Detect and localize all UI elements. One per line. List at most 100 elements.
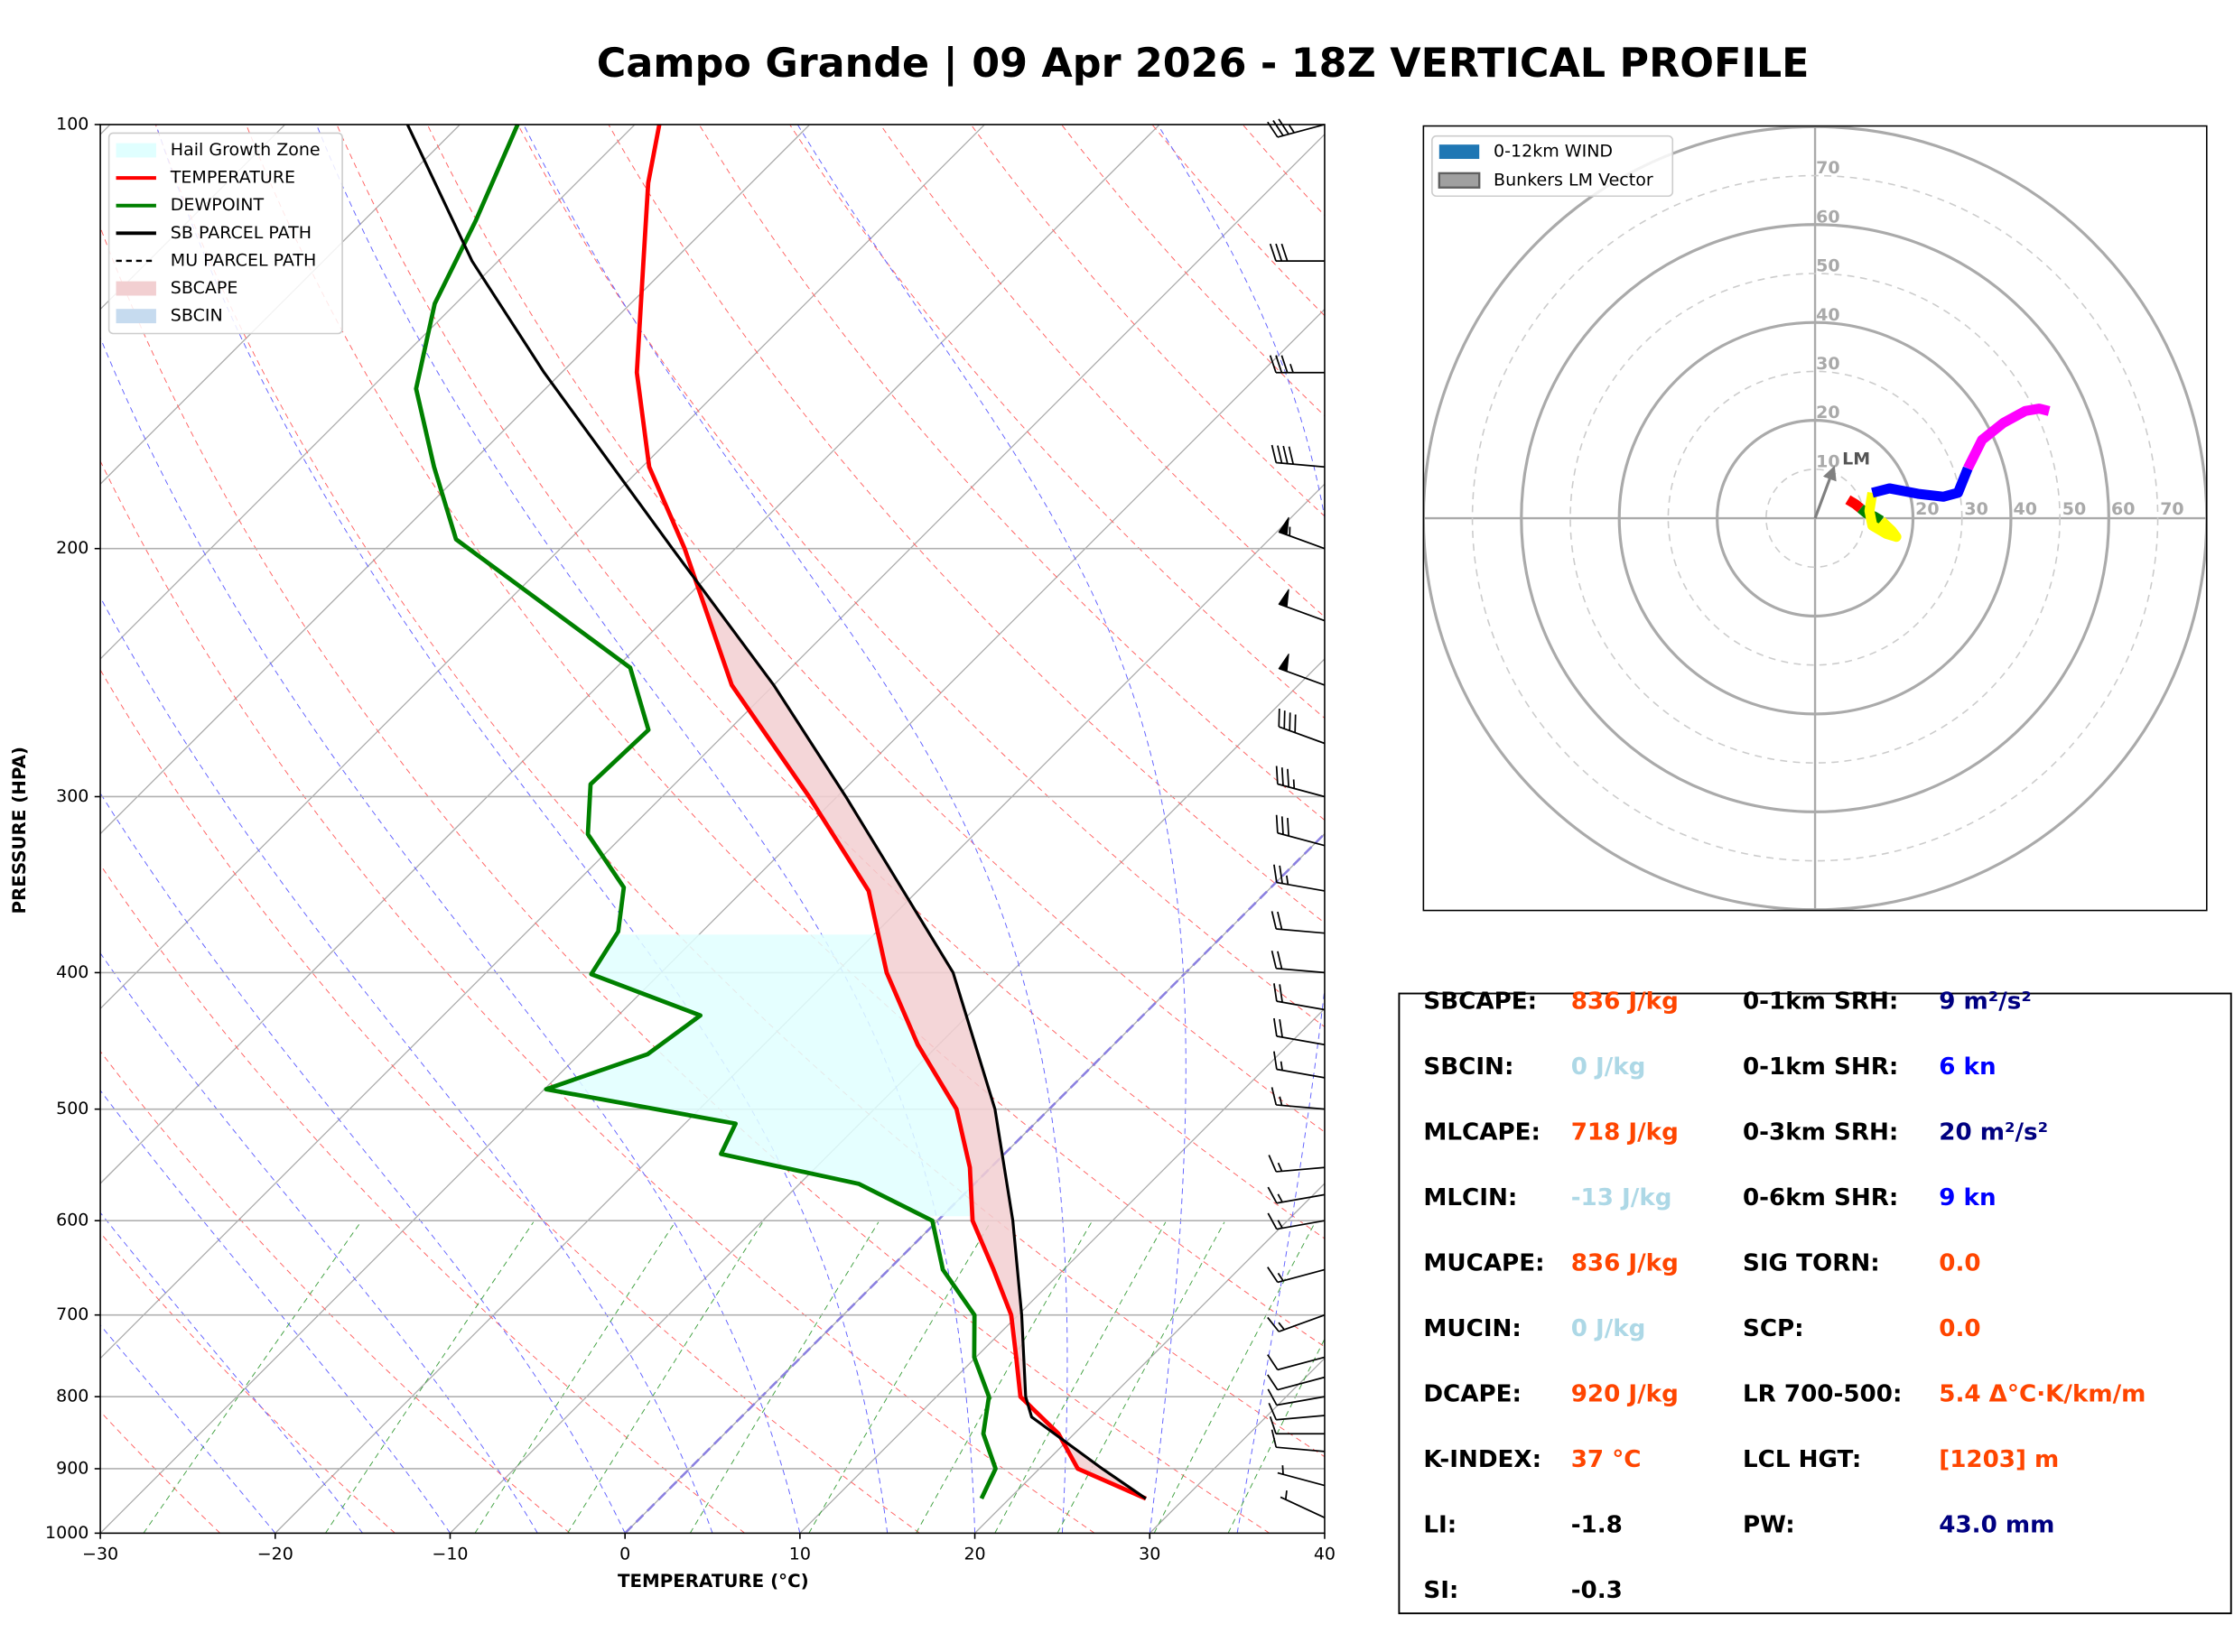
mixing-ratio-line — [1153, 1221, 1316, 1534]
barb-staff — [1275, 766, 1326, 798]
barb-staff — [1267, 1313, 1326, 1332]
barb-staff — [1271, 911, 1326, 934]
wind-barb — [1273, 983, 1326, 1011]
moist-adiabat — [1157, 124, 1325, 1534]
x-tick-label: 20 — [963, 1545, 985, 1564]
legend-swatch — [116, 309, 156, 324]
dry-adiabat — [246, 124, 1325, 1348]
ring-label: 60 — [1816, 207, 1839, 227]
hodograph-trace — [1864, 491, 1902, 543]
isotherm — [100, 308, 1325, 1534]
wind-barb — [1267, 1186, 1326, 1204]
x-tick-label: −30 — [82, 1545, 118, 1564]
dry-adiabat — [100, 669, 920, 1534]
mixing-ratio-line — [474, 1221, 676, 1534]
index-value: 0 J/kg — [1571, 1315, 1646, 1342]
x-axis-label: TEMPERATURE (°C) — [618, 1571, 809, 1592]
index-label: SIG TORN: — [1743, 1249, 1880, 1276]
isotherm — [100, 124, 985, 1010]
y-tick-label: 500 — [56, 1099, 88, 1118]
index-label: 0-6km SHR: — [1743, 1184, 1898, 1211]
index-value: -1.8 — [1571, 1511, 1623, 1538]
index-value: 718 J/kg — [1571, 1118, 1679, 1146]
dry-adiabat — [970, 124, 1325, 517]
ring-label: 50 — [1816, 256, 1839, 276]
moist-adiabat — [796, 124, 1187, 1534]
index-label: MUCIN: — [1423, 1315, 1522, 1342]
ring-label: 10 — [1816, 451, 1839, 471]
isotherm — [100, 133, 1325, 1360]
isotherm — [100, 124, 461, 486]
y-tick-label: 900 — [56, 1458, 88, 1478]
dry-adiabat — [608, 124, 1325, 924]
mixing-ratio-line — [1056, 1221, 1225, 1534]
legend-label: MU PARCEL PATH — [171, 250, 317, 270]
ring — [1667, 370, 1963, 666]
ring-label: 30 — [1816, 354, 1839, 374]
index-value: [1203] m — [1939, 1446, 2059, 1473]
y-tick-label: 200 — [56, 538, 88, 558]
x-tick-label: 40 — [1314, 1545, 1336, 1564]
mixing-ratio-line — [324, 1221, 535, 1534]
legend-swatch — [1438, 172, 1481, 189]
ring-label: 60 — [2111, 499, 2135, 519]
legend-label: Hail Growth Zone — [171, 140, 321, 160]
barb-staff — [1268, 1155, 1326, 1173]
wind-barb — [1278, 516, 1326, 550]
y-tick-label: 100 — [56, 114, 88, 134]
index-value: 37 °C — [1571, 1446, 1642, 1473]
barb-staff — [1267, 1267, 1326, 1284]
ring-label: 20 — [1816, 403, 1839, 422]
freezing-isotherm — [624, 831, 1325, 1534]
mixing-ratio-line — [689, 1221, 880, 1534]
barb-staff — [1273, 864, 1326, 892]
x-tick-label: 0 — [619, 1545, 630, 1564]
x-tick-label: 10 — [789, 1545, 811, 1564]
cape-area — [696, 582, 1027, 1398]
ring-label: 40 — [1816, 305, 1839, 325]
ring-label: 20 — [1915, 499, 1939, 519]
index-value: 5.4 Δ°C·K/km/m — [1939, 1380, 2146, 1407]
index-label: SBCAPE: — [1423, 988, 1537, 1016]
mixing-ratio-line — [567, 1221, 764, 1534]
barb-staff — [1273, 983, 1326, 1011]
dry-adiabat — [880, 124, 1325, 617]
wind-barb — [1273, 1051, 1326, 1079]
barb-staff — [1273, 1017, 1326, 1046]
profile-line — [406, 124, 1147, 1500]
index-value: 20 m²/s² — [1939, 1118, 2048, 1146]
legend-label: DEWPOINT — [171, 195, 265, 215]
plot-frame — [1422, 125, 2208, 912]
bunkers-vector — [1813, 465, 1837, 519]
index-label: LCL HGT: — [1743, 1446, 1861, 1473]
wind-barb — [1275, 814, 1326, 847]
y-tick-label: 600 — [56, 1211, 88, 1230]
legend-swatch — [116, 281, 156, 296]
legend-box — [1431, 135, 1674, 198]
wind-barb — [1267, 1354, 1326, 1371]
mixing-ratio-line — [143, 1221, 361, 1534]
index-label: SI: — [1423, 1577, 1458, 1604]
ring — [1471, 174, 2159, 862]
dry-adiabat — [100, 1231, 396, 1534]
wind-barb — [1271, 911, 1326, 934]
x-tick-label: −10 — [432, 1545, 468, 1564]
ring-label: 50 — [2062, 499, 2086, 519]
wind-barb — [1280, 1490, 1326, 1519]
wind-barb — [1268, 1155, 1326, 1173]
dry-adiabat — [517, 124, 1325, 1028]
wind-barb — [1278, 653, 1326, 686]
x-tick-label: −20 — [257, 1545, 293, 1564]
index-label: LR 700-500: — [1743, 1380, 1902, 1407]
wind-barb — [1273, 864, 1326, 892]
ring — [1569, 273, 2061, 764]
wind-barb — [1267, 1267, 1326, 1284]
wind-barb — [1269, 1415, 1325, 1435]
index-value: -13 J/kg — [1571, 1184, 1672, 1211]
barb-staff — [1271, 951, 1326, 974]
wind-barb — [1269, 243, 1325, 263]
barb-flag — [1278, 516, 1289, 536]
index-label: 0-3km SRH: — [1743, 1118, 1898, 1146]
